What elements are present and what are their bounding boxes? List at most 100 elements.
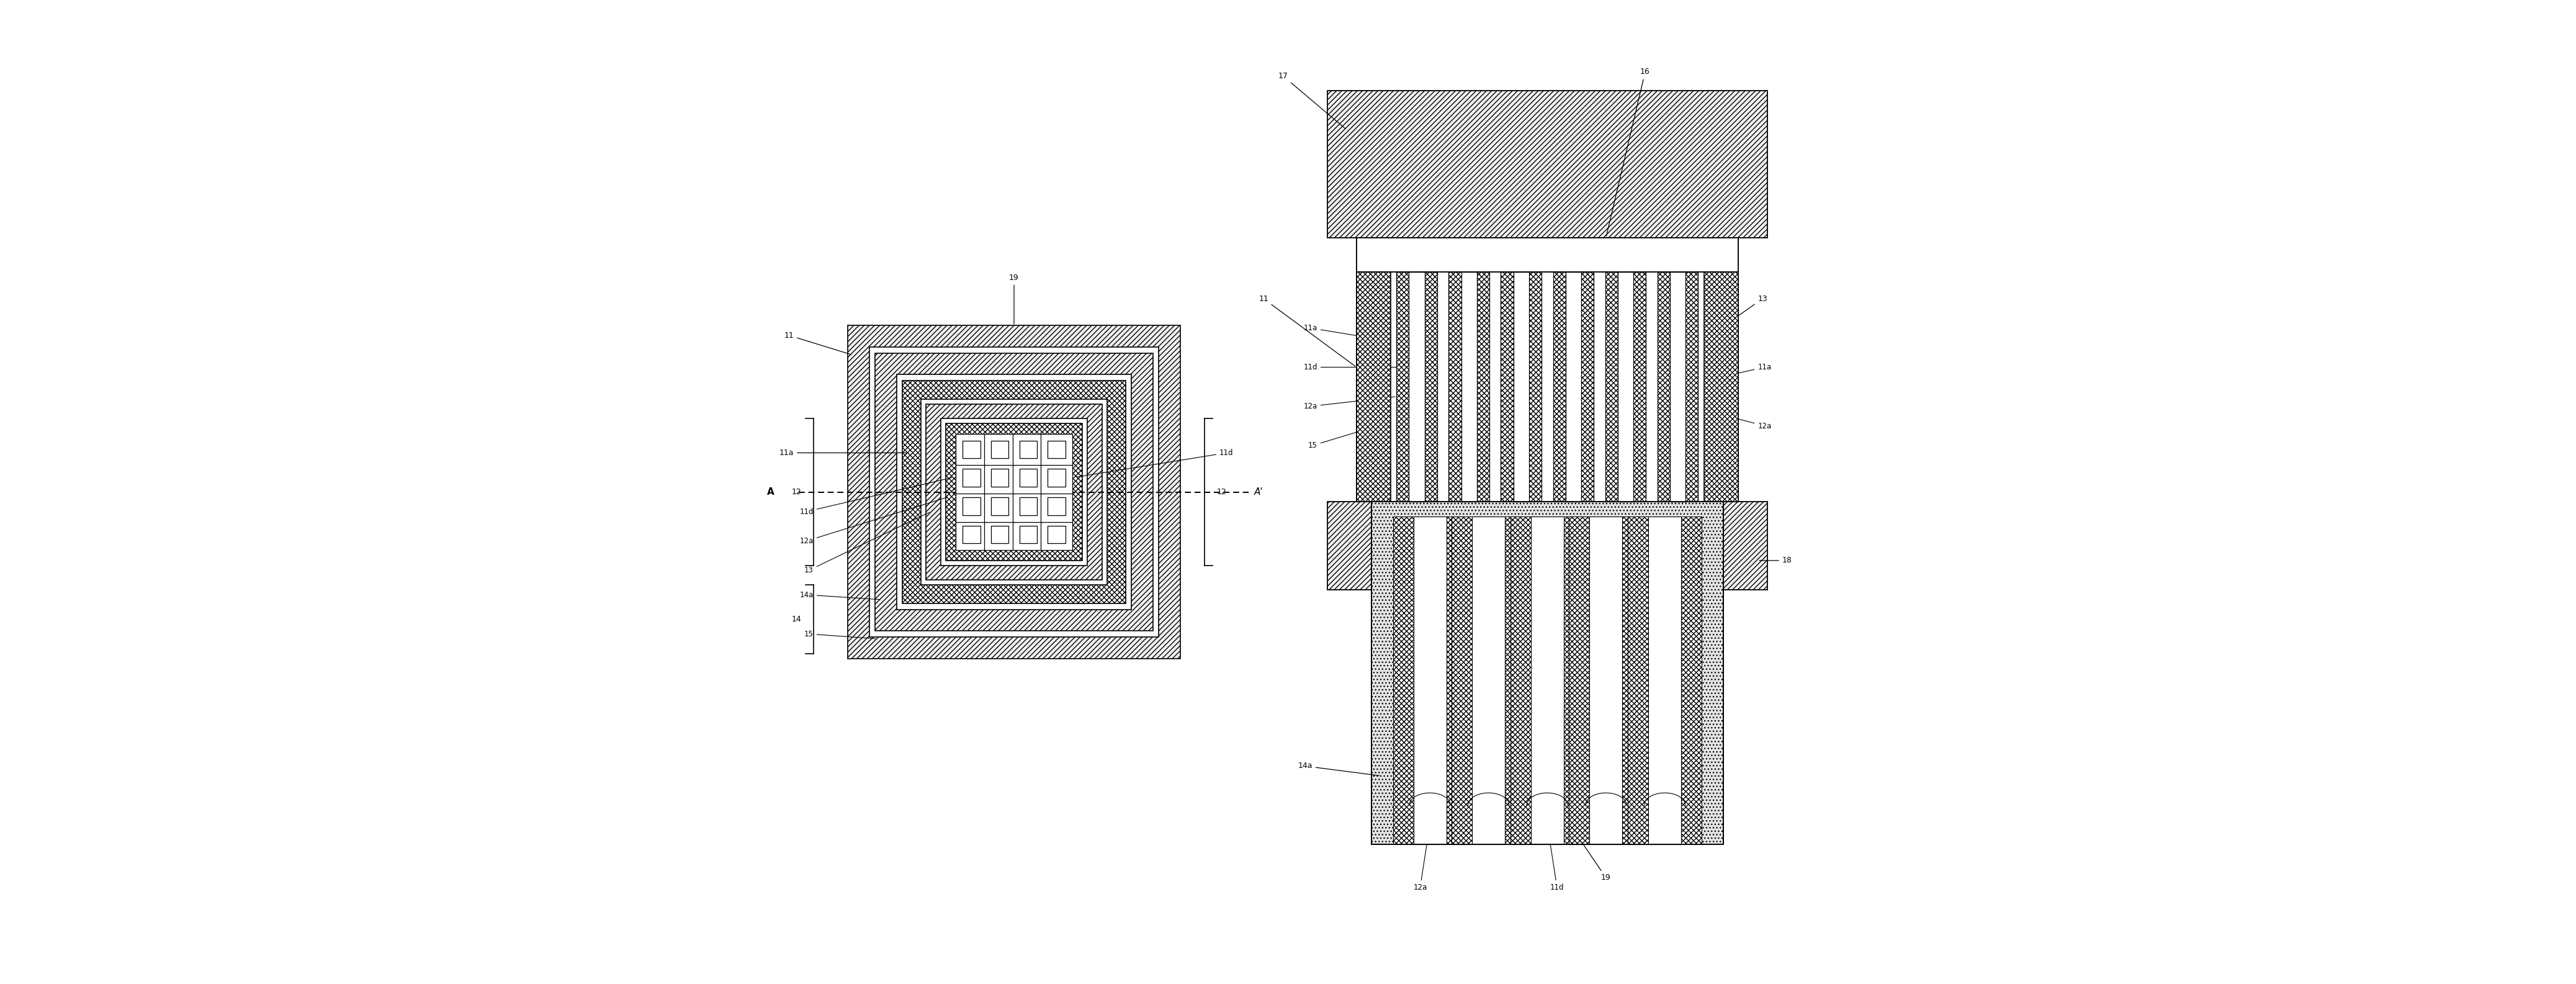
Bar bbox=[1569, 517, 1643, 844]
Bar bbox=[992, 441, 1010, 459]
Text: 12: 12 bbox=[1216, 488, 1226, 496]
Text: 11: 11 bbox=[783, 332, 850, 354]
Bar bbox=[963, 441, 981, 459]
Bar bbox=[1530, 517, 1564, 844]
Bar bbox=[1358, 237, 1739, 272]
Text: 18: 18 bbox=[1759, 557, 1793, 565]
Bar bbox=[963, 497, 981, 515]
Bar bbox=[1510, 517, 1584, 844]
Text: 13: 13 bbox=[1723, 294, 1767, 327]
Bar bbox=[1327, 91, 1767, 237]
Bar bbox=[956, 491, 987, 522]
Bar bbox=[1020, 469, 1038, 487]
Bar bbox=[1512, 272, 1530, 502]
Bar bbox=[992, 469, 1010, 487]
Bar bbox=[1448, 272, 1489, 502]
Bar bbox=[1012, 519, 1043, 550]
Bar bbox=[1048, 469, 1066, 487]
Text: 12a: 12a bbox=[1414, 827, 1430, 892]
Bar bbox=[1020, 497, 1038, 515]
Bar bbox=[1048, 525, 1066, 543]
Bar bbox=[1409, 272, 1425, 502]
Bar bbox=[1041, 462, 1072, 493]
Text: 11a: 11a bbox=[1303, 324, 1368, 338]
Bar bbox=[992, 497, 1010, 515]
Bar bbox=[1396, 272, 1437, 502]
Bar bbox=[1020, 525, 1038, 543]
Text: 19: 19 bbox=[1010, 274, 1020, 324]
Bar bbox=[984, 519, 1015, 550]
Text: 16: 16 bbox=[1607, 68, 1651, 236]
Bar bbox=[984, 491, 1015, 522]
Text: 11d: 11d bbox=[1303, 363, 1414, 371]
Bar bbox=[876, 353, 1154, 631]
Text: 12a: 12a bbox=[1303, 397, 1394, 410]
Bar bbox=[1566, 272, 1582, 502]
Bar bbox=[1020, 441, 1038, 459]
Text: 11d: 11d bbox=[1548, 827, 1564, 892]
Bar bbox=[1589, 517, 1623, 844]
Bar bbox=[940, 418, 1087, 566]
Bar bbox=[1048, 497, 1066, 515]
Text: 14: 14 bbox=[791, 615, 801, 623]
Bar bbox=[1041, 491, 1072, 522]
Text: 15: 15 bbox=[1309, 426, 1376, 450]
Bar bbox=[956, 462, 987, 493]
Bar bbox=[1041, 519, 1072, 550]
Bar bbox=[1553, 272, 1595, 502]
Bar bbox=[956, 519, 987, 550]
Text: 11a: 11a bbox=[781, 449, 907, 457]
Bar bbox=[963, 525, 981, 543]
Bar bbox=[1370, 502, 1723, 844]
Bar bbox=[984, 462, 1015, 493]
Bar bbox=[1358, 272, 1391, 502]
Bar bbox=[1012, 462, 1043, 493]
Bar bbox=[1461, 272, 1476, 502]
Bar bbox=[896, 375, 1131, 609]
Text: 11d: 11d bbox=[1077, 449, 1234, 477]
Bar bbox=[922, 399, 1108, 585]
Text: A: A bbox=[768, 487, 775, 497]
Bar bbox=[925, 403, 1103, 581]
Text: 14a: 14a bbox=[1298, 762, 1378, 775]
Bar bbox=[963, 469, 981, 487]
Text: 14a: 14a bbox=[799, 590, 881, 599]
Text: 15: 15 bbox=[804, 630, 876, 639]
Bar bbox=[1041, 434, 1072, 465]
Text: 13: 13 bbox=[804, 513, 930, 575]
Text: 17: 17 bbox=[1278, 72, 1345, 129]
Bar bbox=[1703, 272, 1739, 502]
Bar bbox=[1012, 491, 1043, 522]
Bar bbox=[1471, 517, 1504, 844]
Bar bbox=[1669, 272, 1685, 502]
Bar bbox=[945, 423, 1082, 561]
Bar bbox=[1370, 502, 1723, 844]
Text: 12: 12 bbox=[791, 488, 801, 496]
Bar bbox=[868, 347, 1159, 637]
Bar bbox=[984, 434, 1015, 465]
Text: 12a: 12a bbox=[799, 497, 948, 545]
Bar bbox=[1394, 517, 1466, 844]
Bar bbox=[1358, 237, 1739, 272]
Bar bbox=[1358, 272, 1739, 502]
Bar bbox=[902, 381, 1126, 603]
Text: 11d: 11d bbox=[799, 477, 951, 516]
Bar bbox=[1048, 441, 1066, 459]
Text: A': A' bbox=[1255, 487, 1262, 497]
Bar bbox=[848, 326, 1180, 658]
Text: 12a: 12a bbox=[1728, 416, 1772, 430]
Text: 11a: 11a bbox=[1723, 363, 1772, 377]
Bar bbox=[1414, 517, 1445, 844]
Bar bbox=[992, 525, 1010, 543]
Bar bbox=[1618, 272, 1633, 502]
Text: 19: 19 bbox=[1577, 836, 1610, 882]
Bar bbox=[1628, 517, 1703, 844]
Bar bbox=[1656, 272, 1698, 502]
Bar bbox=[1012, 434, 1043, 465]
Bar bbox=[1649, 517, 1682, 844]
Bar bbox=[1605, 272, 1646, 502]
Text: 11: 11 bbox=[1260, 294, 1355, 366]
Bar bbox=[1327, 502, 1767, 589]
Bar bbox=[1502, 272, 1540, 502]
Bar bbox=[956, 434, 987, 465]
